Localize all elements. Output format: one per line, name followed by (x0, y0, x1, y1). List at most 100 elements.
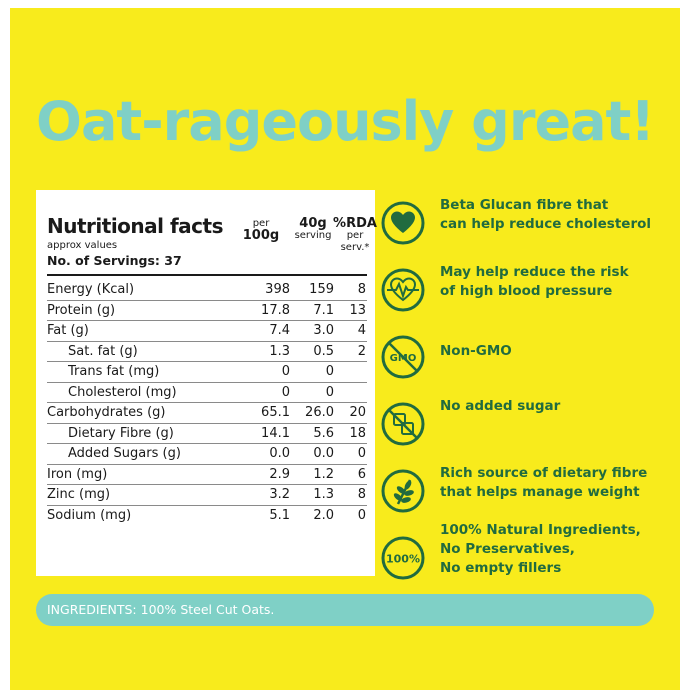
value-rda: 4 (357, 323, 366, 338)
row-divider (47, 504, 367, 506)
nutrition-rows: Energy (Kcal) 398 159 8 Protein (g) 17.8 7.1 13… (36, 280, 375, 526)
value-per-100g: 3.2 (269, 487, 290, 502)
nutrition-row: Trans fat (mg) 0 0 (36, 362, 375, 383)
value-rda: 8 (357, 487, 366, 502)
value-per-100g: 17.8 (261, 302, 290, 318)
feature-item: Beta Glucan fibre that can help reduce ch… (378, 196, 678, 252)
feature-text-line: Rich source of dietary fibre (440, 465, 648, 481)
row-divider (47, 422, 367, 424)
nutrient-label: Trans fat (mg) (68, 364, 160, 379)
ingredients-band: INGREDIENTS: 100% Steel Cut Oats. (36, 594, 654, 626)
feature-item: Rich source of dietary fibre that helps m… (378, 464, 678, 520)
nutrient-label: Added Sugars (g) (68, 446, 181, 461)
column-header-per-100g-bottom: 100g (242, 228, 280, 243)
nutrient-label: Energy (Kcal) (47, 282, 135, 297)
value-per-serving: 159 (309, 282, 334, 297)
column-header-serving-bottom: serving (294, 230, 332, 241)
feature-item: May help reduce the risk of high blood pr… (378, 263, 678, 319)
column-header-rda-mid: per (346, 230, 364, 241)
row-divider (47, 484, 367, 485)
value-per-100g: 398 (265, 282, 290, 297)
row-divider (47, 320, 367, 321)
servings-count: No. of Servings: 37 (47, 253, 182, 268)
nutrition-row: Sat. fat (g) 1.3 0.5 2 (36, 342, 375, 362)
value-rda: 2 (357, 343, 366, 359)
feature-text-line: of high blood pressure (440, 283, 613, 299)
feature-text-line: No added sugar (440, 398, 561, 414)
nutrition-row: Iron (mg) 2.9 1.2 6 (36, 465, 375, 485)
column-header-serving: 40g serving (289, 217, 337, 242)
value-per-serving: 26.0 (305, 405, 334, 420)
feature-text: No added sugar (440, 397, 560, 416)
column-header-rda-bottom: serv.* (340, 242, 370, 253)
row-divider (47, 402, 367, 403)
column-header-rda: %RDA per serv.* (332, 217, 378, 254)
row-divider (47, 340, 367, 342)
nutrient-label: Zinc (mg) (47, 487, 111, 502)
column-header-per-100g-top: per (252, 218, 270, 229)
nutrition-facts-panel: Nutritional facts approx values No. of S… (36, 190, 378, 576)
heart-icon (380, 200, 426, 246)
nutrition-row: Protein (g) 17.8 7.1 13 (36, 301, 375, 321)
value-per-100g: 14.1 (261, 425, 290, 441)
feature-text-line: No Preservatives, (440, 541, 575, 557)
feature-text-line: Non-GMO (440, 343, 512, 359)
feature-text: Beta Glucan fibre that can help reduce ch… (440, 196, 651, 234)
nutrient-label: Cholesterol (mg) (68, 384, 177, 400)
feature-text: Rich source of dietary fibre that helps m… (440, 464, 647, 502)
nutrient-label: Protein (g) (47, 302, 116, 318)
feature-text: Non-GMO (440, 342, 512, 361)
nutrient-label: Sodium (mg) (47, 507, 132, 523)
value-per-serving: 2.0 (313, 507, 334, 523)
product-panel: Oat-rageously great! Nutritional facts a… (10, 8, 680, 690)
column-header-per-100g: per 100g (237, 218, 285, 242)
row-divider (47, 299, 367, 301)
hundred-percent-icon: 100% (380, 535, 426, 581)
value-per-100g: 65.1 (261, 405, 290, 420)
feature-item: No added sugar (378, 397, 678, 453)
feature-text: 100% Natural Ingredients, No Preservative… (440, 521, 641, 578)
nutrition-title: Nutritional facts (47, 214, 223, 238)
value-per-100g: 0 (281, 364, 290, 379)
wheat-icon (380, 468, 426, 514)
nutrition-row: Added Sugars (g) 0.0 0.0 0 (36, 444, 375, 465)
nutrition-header: Nutritional facts approx values No. of S… (36, 214, 378, 274)
nutrition-row: Zinc (mg) 3.2 1.3 8 (36, 485, 375, 506)
feature-text: May help reduce the risk of high blood pr… (440, 263, 629, 301)
nutrition-row: Cholesterol (mg) 0 0 (36, 383, 375, 403)
value-per-serving: 7.1 (313, 302, 334, 318)
feature-text-line: Beta Glucan fibre that (440, 197, 609, 213)
nutrient-label: Iron (mg) (47, 466, 108, 482)
feature-text-line: 100% Natural Ingredients, (440, 522, 641, 538)
nutrient-label: Carbohydrates (g) (47, 405, 166, 420)
value-per-serving: 0 (325, 384, 334, 400)
nutrition-row: Carbohydrates (g) 65.1 26.0 20 (36, 403, 375, 424)
feature-item: GMO Non-GMO (378, 330, 678, 386)
icon-badge-text: 100% (386, 553, 420, 566)
feature-item: 100% 100% Natural Ingredients, No Preserva… (378, 521, 678, 580)
value-per-serving: 0.5 (313, 343, 334, 359)
value-rda: 6 (357, 466, 366, 482)
value-per-serving: 5.6 (313, 425, 334, 441)
row-divider (47, 381, 367, 383)
nutrient-label: Sat. fat (g) (68, 343, 138, 359)
headline: Oat-rageously great! (36, 90, 655, 153)
value-per-100g: 2.9 (269, 466, 290, 482)
feature-text-line: May help reduce the risk (440, 264, 629, 280)
header-rule (47, 274, 367, 276)
no-sugar-icon (380, 401, 426, 447)
value-per-100g: 1.3 (269, 343, 290, 359)
feature-text-line: can help reduce cholesterol (440, 216, 652, 232)
value-per-serving: 0.0 (313, 446, 334, 461)
value-rda: 18 (349, 425, 366, 441)
value-per-100g: 0.0 (269, 446, 290, 461)
row-divider (47, 443, 367, 444)
value-per-100g: 7.4 (269, 323, 290, 338)
value-rda: 0 (357, 446, 366, 461)
nutrition-row: Fat (g) 7.4 3.0 4 (36, 321, 375, 342)
nutrition-row: Energy (Kcal) 398 159 8 (36, 280, 375, 301)
heartbeat-icon (380, 267, 426, 313)
ingredients-text: INGREDIENTS: 100% Steel Cut Oats. (47, 602, 275, 617)
no-gmo-icon: GMO (380, 334, 426, 380)
value-rda: 20 (349, 405, 366, 420)
